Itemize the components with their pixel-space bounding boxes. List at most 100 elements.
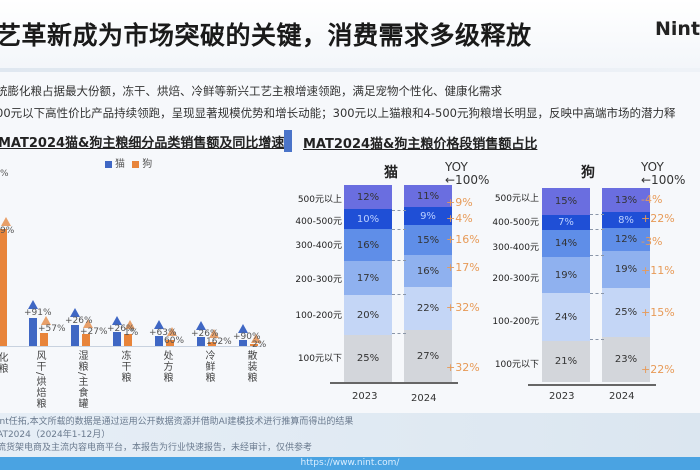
- website-link[interactable]: https://www.nint.com/: [300, 458, 400, 468]
- yoy-label-dog-0: 9%: [0, 226, 15, 236]
- up-arrow-icon: [70, 308, 80, 317]
- connector: [590, 229, 604, 230]
- bar-dog-1: [40, 333, 48, 346]
- dog-row-label-2: 300-400元: [492, 243, 539, 253]
- category-label-0: 化粮: [0, 352, 7, 374]
- legend-label-cat: 猫: [115, 159, 125, 170]
- header: [0, 0, 700, 68]
- dog-row-label-5: 100元以下: [494, 360, 539, 370]
- seg: 9%: [404, 207, 452, 225]
- cat-yoy-4: +32%: [446, 301, 480, 314]
- connector: [590, 214, 604, 215]
- chart-legend: 猫 狗: [105, 155, 152, 170]
- seg: 21%: [542, 341, 590, 382]
- up-arrow-icon: [196, 321, 206, 330]
- cat-yoy-header: YOY ←100%: [445, 161, 489, 187]
- left-section-title: MAT2024猫&狗主粮细分品类销售额及同比增速: [0, 136, 285, 151]
- dog-2024-stack: 13% 8% 12% 19% 25% 23%: [602, 188, 650, 382]
- legend-swatch-dog: [132, 160, 140, 168]
- cat-2024-stack: 11% 9% 15% 16% 22% 27%: [404, 185, 452, 382]
- up-arrow-icon: [167, 327, 177, 336]
- cat-baseline: [330, 382, 458, 384]
- cat-yoy-0: +9%: [446, 196, 473, 209]
- cat-year-2024: 2024: [411, 393, 437, 404]
- seg: 16%: [344, 229, 392, 261]
- yoy-arrow-label: ←100%: [641, 173, 686, 187]
- bar-dog-0: [0, 229, 7, 346]
- bullet-2: 00元以下高性价比产品持续领跑，呈现显著规模优势和增长动能；300元以上猫粮和4…: [0, 106, 676, 120]
- bullet-1: 统膨化粮占据最大份额，冻干、烘焙、冷鲜等新兴工艺主粮增速领跑，满足宠物个性化、健…: [0, 84, 502, 98]
- category-label-3: 冻干粮: [119, 350, 130, 383]
- seg: 13%: [602, 188, 650, 212]
- dog-yoy-1: +22%: [641, 212, 675, 225]
- bar-cat-6: [239, 340, 247, 346]
- up-arrow-icon: [28, 300, 38, 309]
- connector: [392, 210, 406, 211]
- yoy-label-cat-5: +26%: [191, 329, 219, 339]
- seg: 22%: [404, 287, 452, 330]
- up-arrow-icon: [238, 324, 248, 333]
- bar-cat-1: [29, 318, 37, 346]
- cat-yoy-1: +4%: [446, 212, 473, 225]
- yoy-label-dog-1: +57%: [38, 324, 66, 334]
- bar-cat-5: [197, 337, 205, 346]
- cat-yoy-2: +16%: [446, 233, 480, 246]
- yoy-label-cat-3: +26%: [107, 324, 135, 334]
- seg: 12%: [344, 185, 392, 209]
- seg: 23%: [602, 337, 650, 382]
- bar-dog-5: [208, 342, 216, 346]
- seg: 19%: [542, 257, 590, 293]
- x-axis-line: [0, 346, 262, 347]
- seg: 19%: [602, 251, 650, 288]
- seg: 12%: [602, 228, 650, 251]
- dog-year-2024: 2024: [609, 391, 635, 402]
- right-section-title: MAT2024猫&狗主粮价格段销售额占比: [303, 137, 538, 152]
- cat-row-label-5: 100元以下: [297, 354, 342, 364]
- category-label-2: 湿粮/主食罐: [76, 350, 87, 410]
- yoy-label-cat-6: +90%: [233, 332, 261, 342]
- seg: 14%: [542, 230, 590, 257]
- yoy-label-cat-1: +91%: [24, 308, 52, 318]
- dog-row-label-4: 100-200元: [492, 317, 539, 327]
- cat-year-2023: 2023: [352, 391, 378, 402]
- up-arrow-icon: [251, 334, 261, 343]
- connector: [590, 255, 604, 256]
- dog-yoy-4: +15%: [641, 306, 675, 319]
- yoy-label: YOY: [445, 160, 468, 174]
- bar-cat-2: [71, 325, 79, 346]
- seg: 10%: [344, 209, 392, 229]
- yoy-label-dog-2: +27%: [80, 327, 108, 337]
- category-label-4: 处方粮: [161, 350, 172, 383]
- up-arrow-icon: [154, 320, 164, 329]
- dog-yoy-5: +22%: [641, 363, 675, 376]
- dog-yoy-2: -3%: [641, 235, 663, 248]
- seg: 15%: [542, 188, 590, 215]
- cat-row-label-2: 300-400元: [295, 241, 342, 251]
- yoy-arrow-label: ←100%: [445, 173, 490, 187]
- summary-bullets: 统膨化粮占据最大份额，冻干、烘焙、冷鲜等新兴工艺主粮增速领跑，满足宠物个性化、健…: [0, 80, 676, 124]
- connector: [392, 260, 406, 261]
- note-2: AT2024（2024年1-12月）: [0, 430, 111, 440]
- bar-cat-4: [155, 336, 163, 346]
- cat-row-label-3: 200-300元: [295, 275, 342, 285]
- footer-notes: int任拓,本文所载的数据是通过运用公开数据资源并借助AI建模技术进行推算而得出…: [0, 416, 353, 455]
- note-1: int任拓,本文所载的数据是通过运用公开数据资源并借助AI建模技术进行推算而得出…: [0, 417, 354, 427]
- seg: 8%: [602, 212, 650, 228]
- cat-2023-stack: 12% 10% 16% 17% 20% 25%: [344, 185, 392, 382]
- seg: 15%: [404, 225, 452, 255]
- legend-swatch-cat: [105, 160, 112, 168]
- dog-baseline: [528, 384, 656, 386]
- dog-yoy-3: +11%: [641, 264, 675, 277]
- category-label-6: 散装粮: [245, 350, 256, 383]
- bar-dog-6: [250, 344, 258, 346]
- seg: 25%: [602, 288, 650, 337]
- cat-row-label-1: 400-500元: [295, 217, 342, 227]
- bar-dog-2: [82, 334, 90, 346]
- dog-row-label-0: 500元以上: [494, 194, 539, 204]
- seg: 24%: [542, 293, 590, 341]
- dog-row-label-1: 400-500元: [492, 218, 539, 228]
- legend-label-dog: 狗: [142, 159, 153, 170]
- header-divider: [0, 68, 700, 72]
- cat-yoy-5: +32%: [446, 361, 480, 374]
- yoy-label-dog-6: 2%: [252, 340, 267, 350]
